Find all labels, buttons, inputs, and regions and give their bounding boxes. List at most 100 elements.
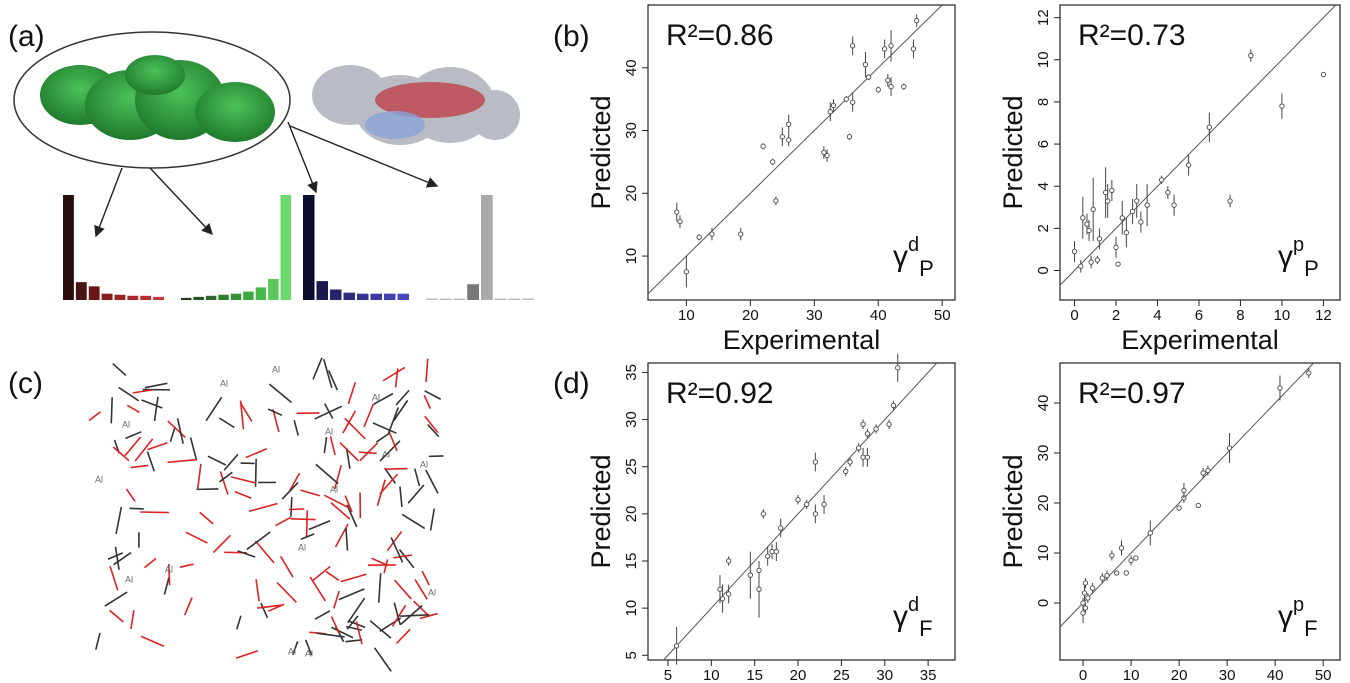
bond <box>289 472 301 492</box>
y-tick-label: 25 <box>623 458 640 475</box>
point <box>1118 545 1125 551</box>
point <box>890 402 897 409</box>
bond <box>114 546 120 570</box>
point <box>1081 590 1088 596</box>
bond <box>219 471 233 483</box>
bond <box>169 426 176 442</box>
atom-label: Al <box>330 484 338 494</box>
bar <box>397 293 409 300</box>
subscript: F <box>1304 616 1317 641</box>
subscript: F <box>919 616 932 641</box>
bond <box>239 402 253 422</box>
bond <box>130 464 149 469</box>
bar <box>75 282 87 300</box>
bond <box>346 504 358 528</box>
atom-label: Al <box>305 648 313 658</box>
bond <box>118 386 140 402</box>
superscript: d <box>908 234 919 256</box>
point <box>773 198 779 204</box>
y-axis-label: Predicted <box>998 95 1028 209</box>
y-tick-label: 0 <box>1035 599 1052 607</box>
bond <box>167 420 186 439</box>
y-tick-label: 6 <box>1035 140 1052 148</box>
point <box>1306 370 1312 376</box>
bond <box>314 405 343 420</box>
bond <box>279 555 294 578</box>
x-tick-label: 20 <box>790 667 807 683</box>
bar <box>181 297 192 300</box>
bar <box>218 294 229 300</box>
bar <box>280 195 291 300</box>
point <box>885 77 891 83</box>
y-tick-label: 30 <box>623 122 640 139</box>
bond <box>315 463 339 485</box>
bond <box>400 614 430 617</box>
y-tick-label: 12 <box>1035 9 1052 26</box>
y-tick-label: 10 <box>623 600 640 617</box>
bar <box>268 279 279 300</box>
bond <box>393 602 402 626</box>
bar <box>384 293 396 300</box>
y-tick-label: 8 <box>1035 98 1052 106</box>
bond <box>323 494 349 508</box>
point <box>910 46 917 52</box>
bond <box>167 458 198 464</box>
x-tick-label: 35 <box>920 667 937 683</box>
bond <box>281 481 299 500</box>
bond <box>329 436 336 456</box>
point <box>709 231 715 237</box>
point <box>873 426 879 432</box>
bond <box>290 517 316 521</box>
x-tick-label: 40 <box>870 307 887 324</box>
point <box>1123 570 1129 576</box>
bond <box>393 579 412 600</box>
point <box>1119 215 1125 221</box>
y-tick-label: 15 <box>623 553 640 570</box>
point <box>827 109 833 115</box>
atom-label: Al <box>428 587 436 597</box>
point <box>1085 595 1091 601</box>
bond <box>153 396 159 422</box>
bond <box>373 647 392 672</box>
bond <box>205 396 223 422</box>
bond <box>395 389 410 406</box>
bond <box>110 397 113 424</box>
bond <box>147 442 168 451</box>
plot-frame <box>647 4 956 301</box>
point <box>1099 575 1105 581</box>
x-tick-label: 0 <box>1070 307 1078 324</box>
bond <box>414 468 421 487</box>
symbol-label: γdF <box>893 594 933 641</box>
point <box>756 586 762 592</box>
point <box>1185 162 1192 168</box>
point <box>1320 71 1327 78</box>
bond <box>384 467 408 470</box>
x-tick-label: 10 <box>1274 307 1291 324</box>
bar <box>127 295 139 300</box>
bond <box>388 431 398 452</box>
point <box>821 149 827 156</box>
bond <box>401 513 426 530</box>
bar <box>255 287 267 300</box>
point <box>1104 572 1110 579</box>
bond <box>312 357 323 380</box>
bar <box>370 293 382 300</box>
bond <box>236 615 242 630</box>
point <box>738 231 744 237</box>
bond <box>424 415 439 434</box>
point <box>1129 208 1136 215</box>
bond <box>363 403 375 428</box>
point <box>821 501 827 508</box>
bond <box>373 392 394 406</box>
point <box>1114 570 1120 576</box>
atom-label: Al <box>288 646 296 656</box>
y-tick-label: 30 <box>623 411 640 428</box>
atom-label: Al <box>372 392 380 402</box>
symbol: γ <box>1278 600 1293 633</box>
y-tick-label: 2 <box>1035 224 1052 232</box>
point <box>1181 487 1187 494</box>
bond <box>427 424 440 438</box>
point <box>770 159 776 165</box>
bond <box>260 602 269 619</box>
bond <box>327 370 339 391</box>
